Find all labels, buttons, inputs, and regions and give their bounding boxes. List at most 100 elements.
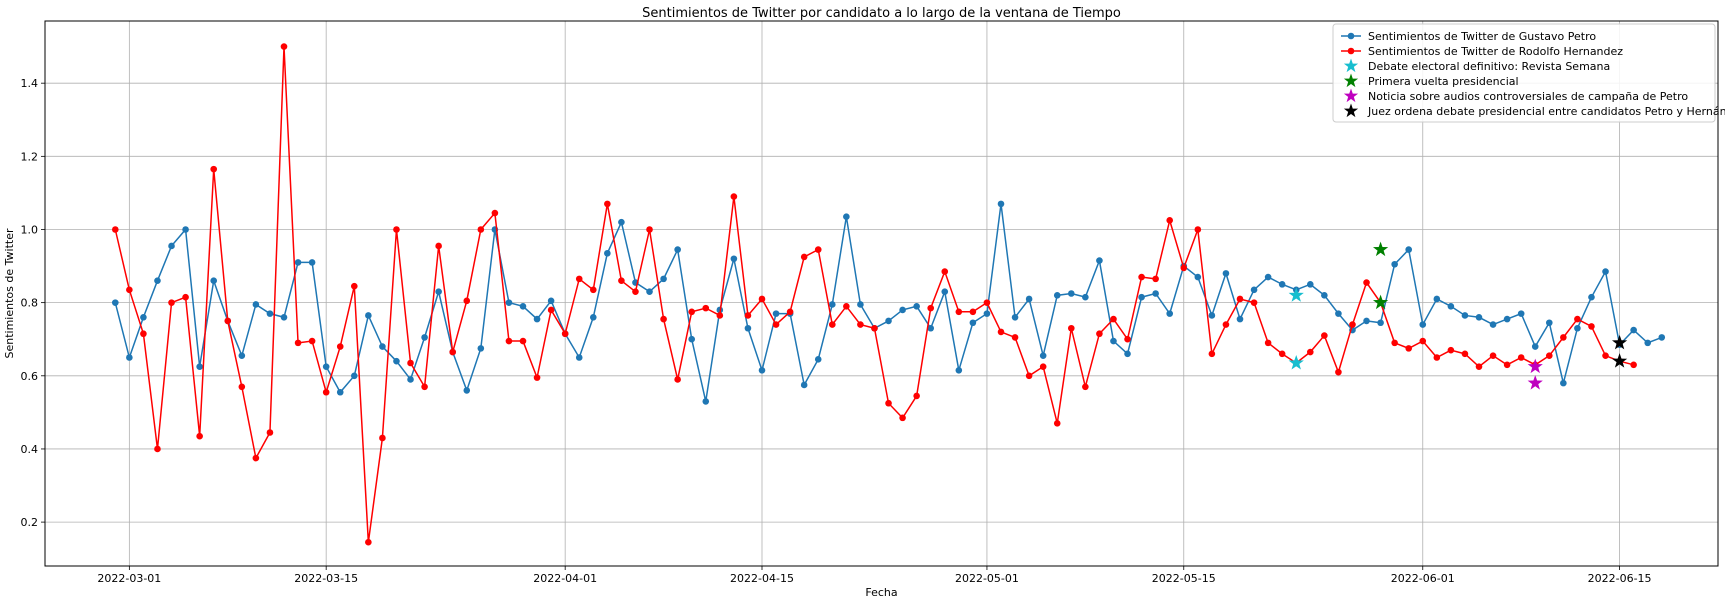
y-axis-label: Sentimientos de Twitter bbox=[3, 228, 16, 358]
data-point bbox=[1194, 273, 1202, 281]
data-point bbox=[463, 297, 471, 305]
data-point bbox=[1264, 273, 1272, 281]
x-tick-label: 2022-03-15 bbox=[294, 572, 358, 585]
data-point bbox=[140, 313, 147, 321]
data-point bbox=[646, 226, 653, 233]
legend-star-swatch bbox=[1343, 103, 1359, 118]
data-point bbox=[660, 275, 667, 283]
data-point bbox=[238, 383, 246, 391]
data-point bbox=[1278, 350, 1286, 358]
data-point bbox=[547, 306, 555, 314]
data-point bbox=[758, 295, 766, 303]
data-point bbox=[435, 288, 442, 295]
data-point bbox=[969, 308, 977, 316]
data-point bbox=[1517, 354, 1525, 361]
x-tick-label: 2022-06-15 bbox=[1588, 572, 1652, 585]
data-point bbox=[547, 297, 555, 305]
data-point bbox=[210, 165, 218, 173]
data-point bbox=[1405, 246, 1413, 253]
data-point bbox=[1166, 310, 1174, 317]
data-point bbox=[1025, 372, 1033, 380]
data-point bbox=[1531, 343, 1539, 350]
grid bbox=[45, 21, 1718, 566]
data-point bbox=[463, 387, 471, 394]
y-tick-label: 0.4 bbox=[21, 443, 39, 456]
data-point bbox=[224, 317, 232, 325]
data-point bbox=[1250, 299, 1258, 306]
data-point bbox=[1321, 292, 1328, 299]
data-point bbox=[1039, 352, 1047, 359]
data-point bbox=[252, 454, 260, 462]
data-point bbox=[1419, 321, 1427, 328]
data-point bbox=[1391, 260, 1398, 268]
data-point bbox=[505, 299, 513, 306]
data-point bbox=[1489, 321, 1497, 328]
data-point bbox=[758, 367, 766, 374]
data-point bbox=[1560, 379, 1567, 387]
data-point bbox=[941, 288, 949, 295]
data-point bbox=[997, 328, 1005, 336]
data-point bbox=[1349, 321, 1356, 328]
data-point bbox=[393, 357, 400, 365]
legend-label: Noticia sobre audios controversiales de … bbox=[1368, 90, 1688, 103]
data-point bbox=[308, 337, 316, 345]
data-point bbox=[1644, 339, 1652, 347]
axis-ticks: 2022-03-01 2022-03-15 2022-04-01 2022-04-15… bbox=[21, 77, 1652, 585]
data-point bbox=[1124, 335, 1131, 343]
data-point bbox=[407, 376, 414, 383]
event-star-marker bbox=[1611, 334, 1628, 350]
data-point bbox=[1335, 368, 1342, 376]
data-point bbox=[885, 399, 892, 407]
data-point bbox=[1011, 334, 1019, 341]
legend-label: Primera vuelta presidencial bbox=[1368, 75, 1519, 88]
data-point bbox=[604, 249, 611, 257]
data-point bbox=[322, 363, 330, 370]
data-point bbox=[435, 242, 442, 250]
data-point bbox=[1335, 310, 1342, 317]
data-point bbox=[800, 253, 808, 261]
data-point bbox=[154, 277, 161, 284]
data-point bbox=[294, 259, 302, 266]
data-point bbox=[716, 312, 724, 319]
data-point bbox=[857, 301, 864, 308]
data-point bbox=[1630, 361, 1637, 369]
data-point bbox=[252, 301, 260, 308]
data-point bbox=[589, 313, 597, 321]
x-tick-label: 2022-03-01 bbox=[97, 572, 161, 585]
legend-star-swatch bbox=[1343, 73, 1359, 88]
data-point bbox=[126, 286, 133, 294]
data-point bbox=[1082, 293, 1089, 301]
data-point bbox=[1461, 350, 1469, 358]
data-point bbox=[1391, 339, 1398, 347]
event-markers bbox=[1288, 241, 1628, 390]
data-point bbox=[674, 246, 681, 253]
data-point bbox=[927, 324, 935, 332]
y-tick-label: 0.2 bbox=[21, 516, 39, 529]
data-point bbox=[1433, 295, 1441, 303]
data-point bbox=[238, 352, 246, 359]
data-point bbox=[730, 255, 738, 263]
data-point bbox=[702, 398, 710, 405]
data-point bbox=[266, 310, 274, 317]
data-point bbox=[1208, 312, 1216, 319]
plot-area-frame bbox=[44, 20, 1719, 567]
data-point bbox=[322, 388, 330, 396]
data-point bbox=[632, 288, 639, 295]
x-tick-label: 2022-04-01 bbox=[533, 572, 597, 585]
data-point bbox=[1503, 315, 1511, 323]
data-point bbox=[1236, 295, 1244, 303]
y-tick-label: 0.6 bbox=[21, 370, 39, 383]
data-point bbox=[365, 538, 372, 546]
data-point bbox=[449, 348, 457, 356]
data-point bbox=[1447, 346, 1455, 354]
data-point bbox=[126, 354, 133, 361]
data-point bbox=[885, 317, 892, 325]
data-point bbox=[828, 301, 836, 308]
data-point bbox=[1067, 290, 1075, 297]
data-point bbox=[1110, 337, 1117, 345]
data-point bbox=[1377, 319, 1384, 327]
data-point bbox=[744, 324, 752, 332]
legend-marker-swatch bbox=[1347, 32, 1355, 40]
legend: Sentimientos de Twitter de Gustavo Petro… bbox=[1332, 23, 1725, 123]
data-point bbox=[196, 363, 203, 370]
